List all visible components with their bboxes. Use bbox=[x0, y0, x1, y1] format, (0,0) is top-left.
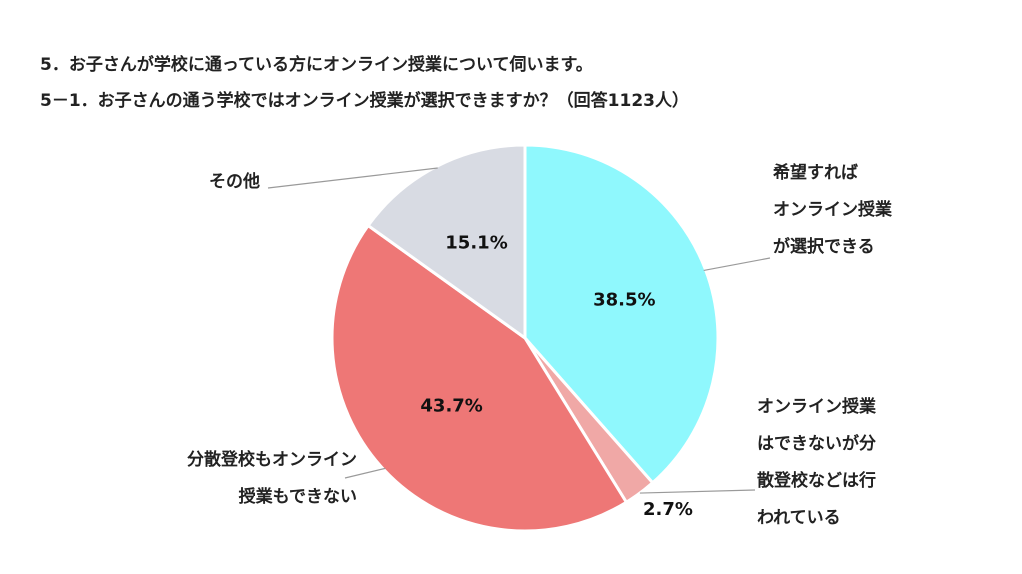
slice-label-line: オンライン授業 bbox=[773, 200, 892, 220]
data-label-neither: 43.7% bbox=[420, 395, 482, 416]
slice-label-line: 散登校などは行 bbox=[757, 471, 876, 491]
slice-label-line: その他 bbox=[209, 172, 260, 192]
data-label-online-on-request: 38.5% bbox=[593, 289, 655, 310]
slice-label-distributed-attendance: オンライン授業 はできないが分 散登校などは行 われている bbox=[757, 389, 876, 537]
slice-label-neither: 分散登校もオンライン授業もできない bbox=[103, 442, 357, 516]
leader-line-neither bbox=[344, 467, 386, 479]
leader-line-other bbox=[267, 167, 438, 189]
leader-line-distributed-attendance bbox=[639, 489, 756, 494]
data-label-distributed-attendance: 2.7% bbox=[643, 499, 693, 520]
slice-label-line: が選択できる bbox=[773, 237, 875, 257]
slice-label-line: 授業もできない bbox=[238, 487, 357, 507]
chart-title: 5－1．お子さんの通う学校ではオンライン授業が選択できますか？（回答1123人） bbox=[40, 91, 689, 111]
pie-slice-other bbox=[366, 143, 527, 341]
data-label-other: 15.1% bbox=[445, 233, 507, 254]
slice-label-other: その他 bbox=[160, 164, 260, 201]
slice-label-line: オンライン授業 bbox=[757, 397, 876, 417]
slice-label-line: はできないが分 bbox=[757, 434, 876, 454]
question-title: 5．お子さんが学校に通っている方にオンライン授業について伺います。 bbox=[40, 55, 593, 75]
slice-label-line: 希望すれば bbox=[773, 163, 858, 183]
slice-label-line: 分散登校もオンライン bbox=[187, 450, 357, 470]
pie-slice-neither bbox=[330, 223, 629, 533]
slice-label-line: われている bbox=[757, 508, 841, 528]
slice-label-online-on-request: 希望すればオンライン授業 が選択できる bbox=[773, 155, 892, 266]
leader-line-online-on-request bbox=[703, 257, 771, 272]
